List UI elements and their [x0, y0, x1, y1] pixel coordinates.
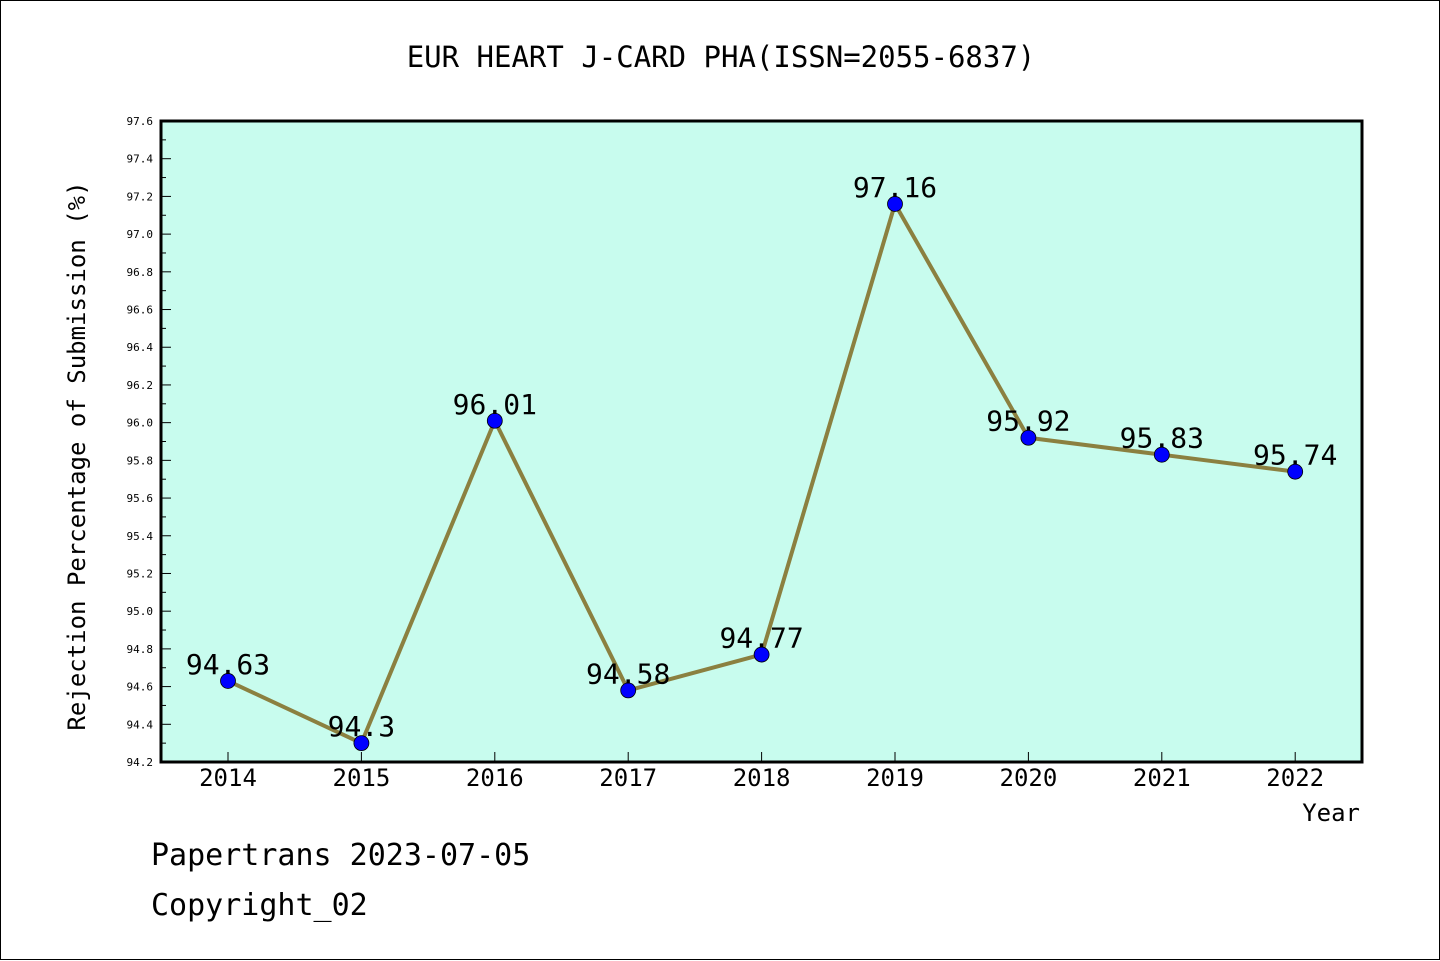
data-labels: 94.63 94.3 96.01 94.58 94.77 97.16 95.92 95.83 9… [186, 171, 1337, 743]
y-tick-label: 94.2 [127, 756, 154, 769]
data-label: 94.3 [328, 710, 395, 743]
data-point [1287, 463, 1304, 480]
data-label: 95.74 [1253, 439, 1337, 472]
data-label: 94.77 [719, 622, 803, 655]
y-tick-label: 94.6 [127, 681, 154, 694]
data-point [220, 673, 236, 689]
x-axis-label: Year [1302, 799, 1360, 827]
x-tick-label: 2015 [333, 764, 391, 792]
y-tick-label: 96.0 [127, 417, 154, 430]
x-tick-label: 2017 [599, 764, 657, 792]
data-label: 97.16 [853, 171, 937, 204]
y-tick-label: 95.2 [127, 567, 154, 580]
data-point [887, 196, 903, 212]
footer-copyright: Copyright_02 [151, 888, 368, 923]
data-point [753, 646, 770, 663]
x-tick-label: 2021 [1133, 764, 1191, 792]
data-label: 95.83 [1120, 422, 1204, 455]
y-tick-label: 95.0 [127, 605, 154, 618]
x-tick-label: 2014 [199, 764, 257, 792]
data-point [353, 735, 370, 752]
y-axis-label: Rejection Percentage of Submission (%) [63, 181, 91, 730]
y-tick-label: 97.4 [127, 153, 154, 166]
data-label: 94.58 [586, 657, 670, 690]
y-tick-label: 97.6 [127, 115, 154, 128]
y-tick-label: 96.8 [127, 266, 154, 279]
data-point [486, 412, 503, 429]
y-tick-label: 97.0 [127, 228, 154, 241]
y-tick-label: 97.2 [127, 190, 154, 203]
x-tick-label: 2022 [1266, 764, 1324, 792]
x-axis-ticks: 2014 2015 2016 2017 2018 2019 2020 2021 2022 [199, 752, 1324, 792]
footer-date: Papertrans 2023-07-05 [151, 838, 530, 873]
chart-title: EUR HEART J-CARD PHA(ISSN=2055-6837) [407, 40, 1036, 74]
x-tick-label: 2018 [733, 764, 791, 792]
data-label: 96.01 [453, 388, 537, 421]
data-point [1153, 446, 1170, 463]
x-tick-label: 2020 [1000, 764, 1058, 792]
data-point [1020, 429, 1037, 446]
data-point [620, 682, 637, 699]
y-tick-label: 96.6 [127, 304, 154, 317]
x-tick-label: 2019 [866, 764, 924, 792]
y-tick-label: 95.8 [127, 454, 154, 467]
y-tick-label: 96.4 [127, 341, 154, 354]
series-layer [220, 196, 1304, 752]
y-tick-label: 95.4 [127, 530, 154, 543]
y-tick-label: 94.8 [127, 643, 154, 656]
data-label: 94.63 [186, 648, 270, 681]
x-tick-label: 2016 [466, 764, 524, 792]
y-tick-label: 94.4 [127, 718, 154, 731]
data-label: 95.92 [986, 405, 1070, 438]
y-tick-label: 95.6 [127, 492, 154, 505]
y-axis-ticks: 94.2 94.4 94.6 94.8 95.0 95.2 95.4 95.6 95.8 96.0… [127, 115, 171, 769]
y-tick-label: 96.2 [127, 379, 154, 392]
